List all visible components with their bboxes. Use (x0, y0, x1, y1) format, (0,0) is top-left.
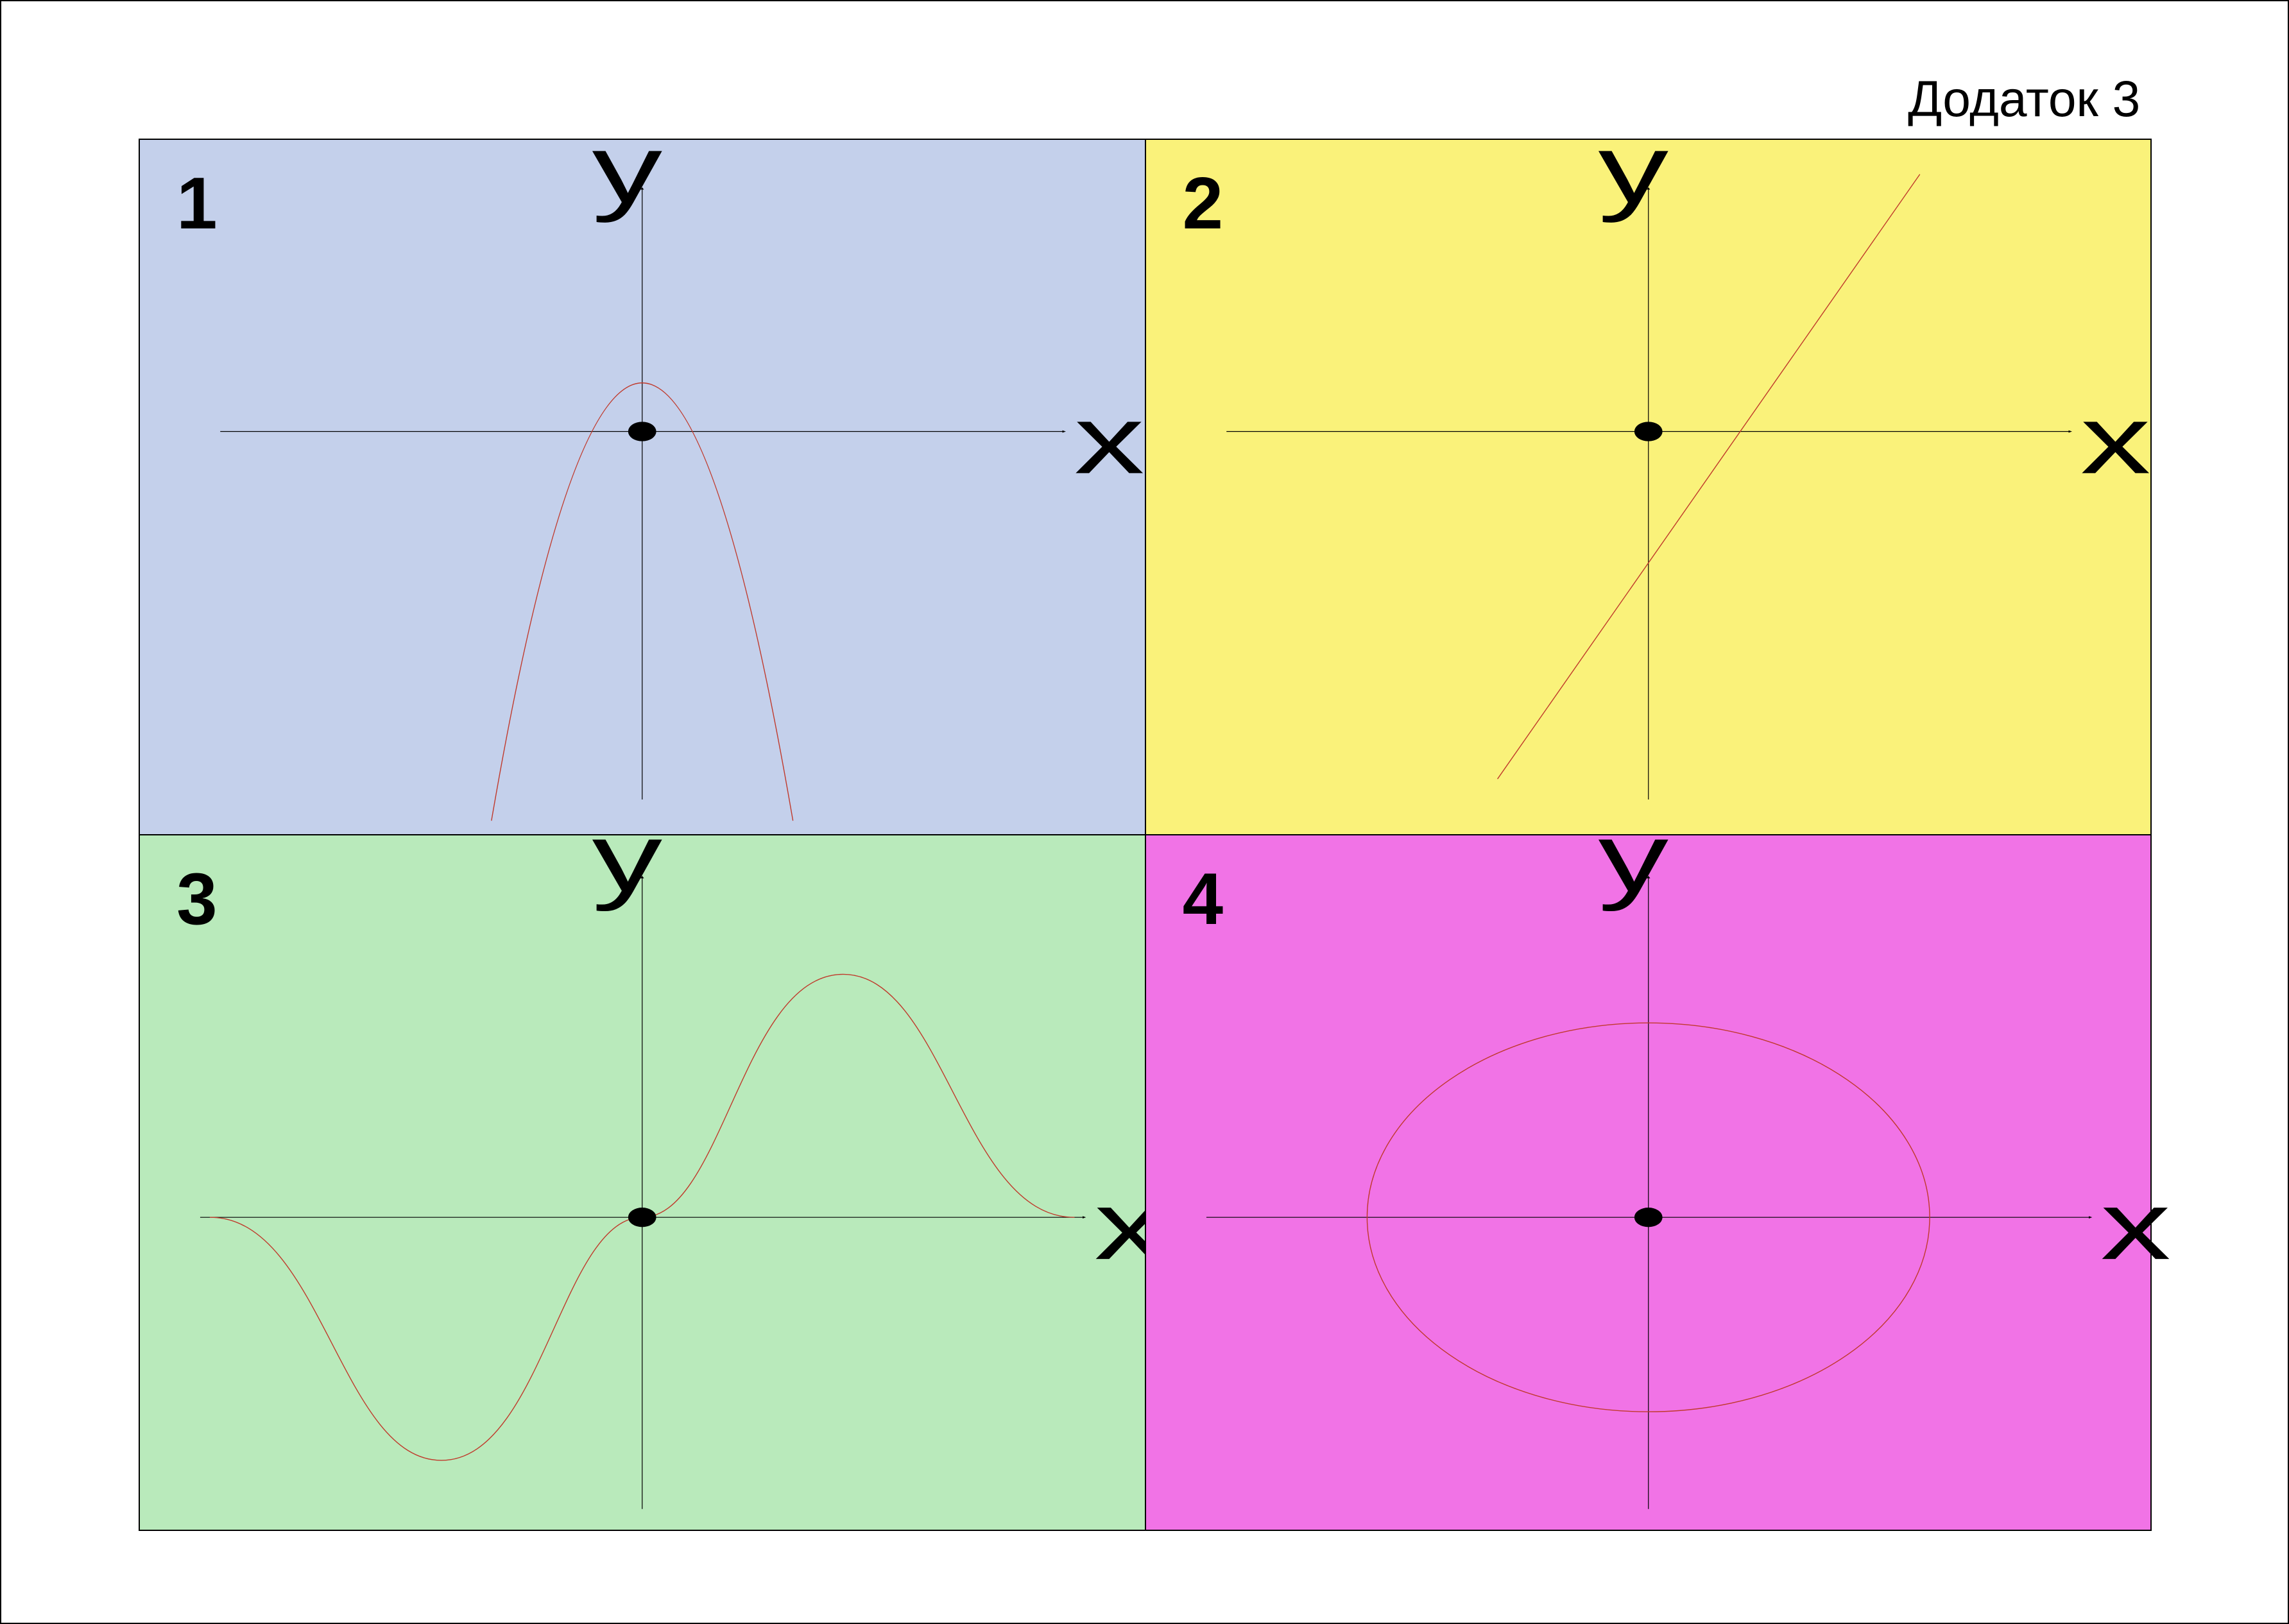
chart-grid: 1 x y 2 x y 3 (139, 139, 2152, 1531)
chart-panel-3: 3 x y (139, 835, 1145, 1530)
y-axis-label: y (592, 803, 662, 912)
y-axis-label: y (1598, 803, 1668, 912)
y-axis-label: y (1598, 114, 1668, 223)
x-axis-label: x (1074, 385, 1145, 494)
labels-svg: x y (140, 835, 1144, 1530)
panel-number: 3 (176, 857, 217, 941)
x-axis-label: x (2080, 385, 2150, 494)
chart-panel-2: 2 x y (1145, 139, 2151, 835)
chart-panel-4: 4 x y (1145, 835, 2151, 1530)
labels-svg: x y (1146, 140, 2150, 834)
y-axis-label: y (592, 114, 662, 223)
panel-number: 4 (1183, 857, 1223, 941)
page-frame: Додаток 3 1 x y 2 x y 3 (0, 0, 2289, 1624)
chart-panel-1: 1 x y (139, 139, 1145, 835)
page-title: Додаток 3 (139, 70, 2150, 128)
labels-svg: x y (1146, 835, 2150, 1530)
panel-number: 2 (1183, 162, 1223, 246)
x-axis-label: x (2100, 1170, 2171, 1279)
panel-number: 1 (176, 162, 217, 246)
labels-svg: x y (140, 140, 1144, 834)
